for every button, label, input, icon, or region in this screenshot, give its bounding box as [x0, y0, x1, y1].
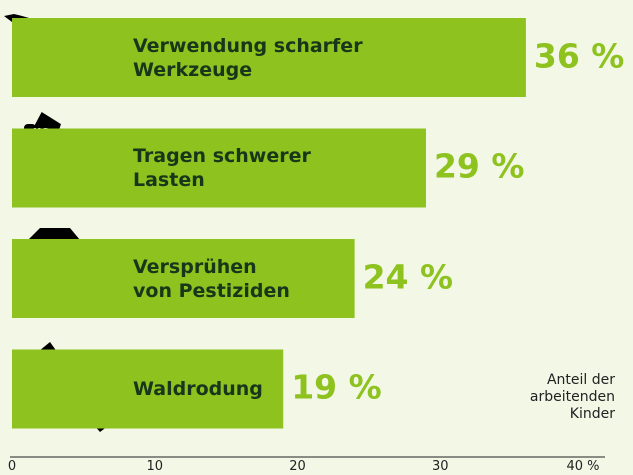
bar	[12, 349, 284, 429]
value-label: 29 %	[433, 146, 525, 186]
x-tick-label: 40 %	[566, 459, 599, 474]
bar	[12, 239, 355, 318]
category-label: Tragen schwerer Lasten	[133, 145, 311, 191]
bar	[12, 18, 526, 97]
x-axis-label: Anteil der arbeitenden Kinder	[529, 372, 615, 422]
value-label: 19 %	[291, 367, 382, 407]
category-label: Verwendung scharfer Werkzeuge	[133, 34, 363, 81]
x-tick-label: 30	[432, 459, 449, 474]
x-tick-label: 10	[146, 459, 163, 474]
x-tick-label: 20	[289, 459, 306, 474]
value-label: 36 %	[533, 36, 625, 75]
value-label: 24 %	[362, 257, 454, 296]
category-label: Versprühen von Pestiziden	[133, 255, 290, 302]
bar	[12, 128, 426, 208]
category-label: Waldrodung	[133, 378, 263, 400]
x-tick-label: 0	[8, 459, 16, 474]
